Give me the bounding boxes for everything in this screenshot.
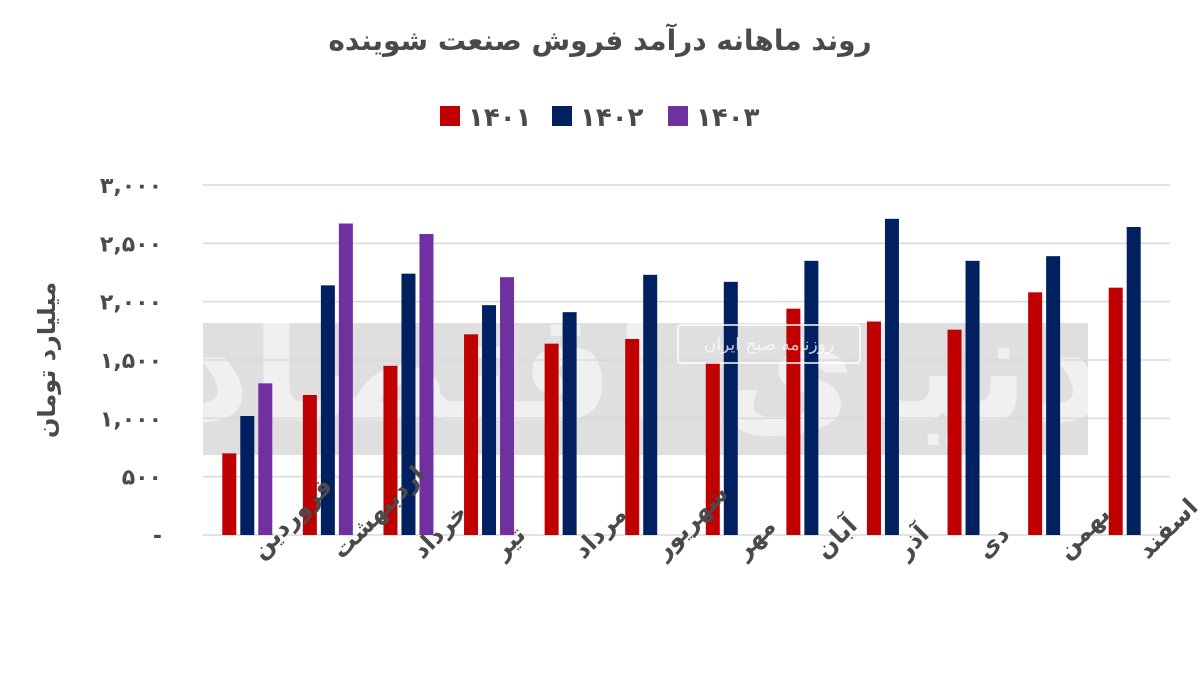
x-tick-label: بهمن <box>1052 500 1116 564</box>
bar <box>643 274 658 535</box>
y-tick-label: ۱,۰۰۰ <box>100 407 162 432</box>
bar <box>320 285 335 535</box>
legend-label: ۱۴۰۳ <box>696 103 760 133</box>
bar <box>625 339 640 535</box>
watermark-badge: روزنامه صبح ایران <box>677 324 861 364</box>
bar <box>562 312 577 535</box>
bar <box>383 365 398 535</box>
legend-swatch <box>668 106 688 126</box>
bar <box>1108 287 1123 535</box>
bar <box>500 277 515 535</box>
bar <box>1046 256 1061 535</box>
watermark-badge-text: روزنامه صبح ایران <box>704 335 834 355</box>
y-tick-label: ۲,۰۰۰ <box>100 291 162 316</box>
y-tick-label: - <box>153 524 162 549</box>
legend: ۱۴۰۱ ۱۴۰۲ ۱۴۰۳ <box>440 103 760 133</box>
bar <box>1126 227 1141 535</box>
bars <box>222 218 1141 536</box>
y-axis-ticks: - ۵۰۰ ۱,۰۰۰ ۱,۵۰۰ ۲,۰۰۰ ۲,۵۰۰ ۳,۰۰۰ <box>100 174 162 549</box>
bar <box>884 218 899 536</box>
bar <box>723 281 738 535</box>
y-axis-label: میلیارد تومان <box>33 282 61 438</box>
x-tick-label: اسفند <box>1132 493 1200 564</box>
bar <box>240 416 255 535</box>
legend-swatch <box>552 106 572 126</box>
bar <box>338 223 353 535</box>
chart-title: روند ماهانه درآمد فروش صنعت شوینده <box>328 23 871 57</box>
bar <box>464 334 479 535</box>
bar <box>1028 292 1043 535</box>
bar <box>302 395 317 535</box>
bar <box>482 305 497 535</box>
x-tick-label: شهریور <box>648 479 734 565</box>
y-tick-label: ۳,۰۰۰ <box>100 174 162 199</box>
bar <box>544 343 559 535</box>
y-tick-label: ۲,۵۰۰ <box>100 232 162 257</box>
bar <box>705 362 720 535</box>
bar <box>419 234 434 535</box>
x-tick-label: خرداد <box>407 498 473 564</box>
bar <box>401 273 416 535</box>
bar <box>222 453 237 535</box>
legend-swatch <box>440 106 460 126</box>
bar <box>965 260 980 535</box>
y-tick-label: ۵۰۰ <box>122 466 162 491</box>
legend-label: ۱۴۰۱ <box>468 103 531 133</box>
bar <box>786 308 801 535</box>
bar <box>866 321 881 535</box>
bar <box>804 260 819 535</box>
gridlines <box>203 184 1170 536</box>
legend-label: ۱۴۰۲ <box>580 103 644 133</box>
bar <box>947 329 962 535</box>
bar <box>258 383 273 535</box>
x-tick-label: مرداد <box>568 500 632 564</box>
y-tick-label: ۱,۵۰۰ <box>100 349 162 374</box>
